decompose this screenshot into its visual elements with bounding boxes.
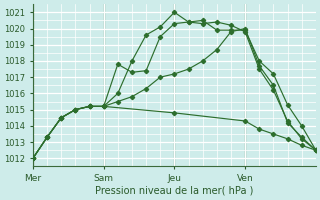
X-axis label: Pression niveau de la mer( hPa ): Pression niveau de la mer( hPa )	[95, 186, 253, 196]
